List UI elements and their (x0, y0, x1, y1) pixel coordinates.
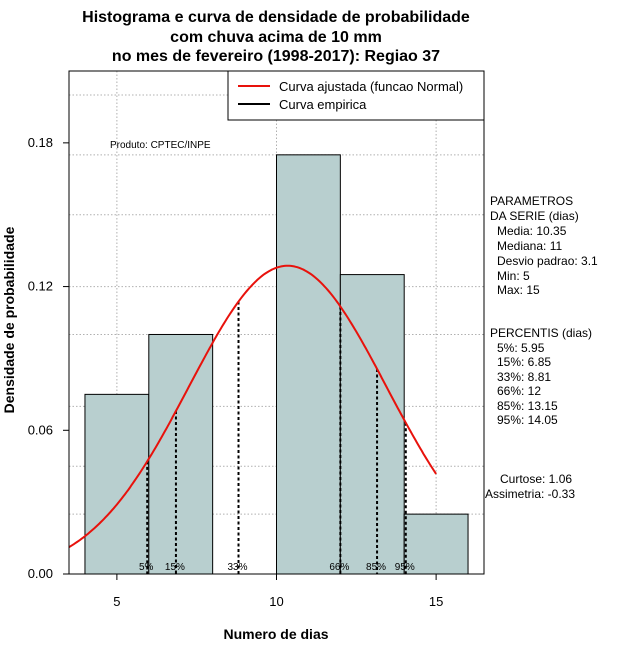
param-line: DA SERIE (dias) (490, 209, 579, 223)
percentile-line: 85%: 13.15 (497, 399, 558, 413)
percentile-label-95%: 95% (395, 562, 415, 573)
x-tick-label-0: 5 (113, 594, 120, 609)
percentile-label-5%: 5% (139, 562, 154, 573)
y-tick-label-3: 0.18 (28, 135, 53, 150)
chart-title-line-2: com chuva acima de 10 mm (170, 29, 382, 46)
y-axis-label: Densidade de probabilidade (1, 226, 17, 413)
source-annotation: Produto: CPTEC/INPE (110, 140, 211, 151)
param-line: Min: 5 (497, 269, 530, 283)
percentile-line: PERCENTIS (dias) (490, 326, 592, 340)
x-tick-label-1: 10 (269, 594, 283, 609)
param-line: PARAMETROS (490, 194, 573, 208)
legend-label-normal: Curva ajustada (funcao Normal) (279, 79, 463, 94)
percentile-line: 95%: 14.05 (497, 413, 558, 427)
histogram-bars (84, 154, 469, 575)
percentile-line: 15%: 6.85 (497, 355, 551, 369)
percentile-lines (146, 301, 407, 574)
percentile-label-33%: 33% (228, 562, 248, 573)
percentile-line: 33%: 8.81 (497, 370, 551, 384)
normal-curve-layer (68, 264, 437, 549)
x-tick-label-2: 15 (429, 594, 443, 609)
legend-label-empirical: Curva empirica (279, 97, 367, 112)
percentile-labels: 5% 15% 33% 66% 85% 95% (139, 562, 415, 573)
shape-stats-panel: Curtose: 1.06 Assimetria: -0.33 (485, 472, 575, 501)
x-axis-label: Numero de dias (223, 626, 328, 642)
histogram-bar-0 (84, 393, 150, 575)
y-tick-label-1: 0.06 (28, 422, 53, 437)
legend: Curva ajustada (funcao Normal) Curva emp… (227, 70, 485, 121)
percentiles-panel: PERCENTIS (dias) 5%: 5.95 15%: 6.85 33%:… (490, 326, 592, 427)
param-line: Media: 10.35 (497, 224, 567, 238)
chart-title-line-1: Histograma e curva de densidade de proba… (82, 9, 470, 26)
kurtosis-text: Curtose: 1.06 (500, 472, 572, 486)
skewness-text: Assimetria: -0.33 (485, 487, 575, 501)
y-tick-label-0: 0.00 (28, 566, 53, 581)
param-line: Max: 15 (497, 283, 540, 297)
percentile-label-66%: 66% (329, 562, 349, 573)
histogram-bar-1 (148, 333, 214, 575)
axes: 5 10 15 0.00 0.06 0.12 0.18 (28, 135, 444, 609)
percentile-line: 66%: 12 (497, 384, 541, 398)
normal-curve (68, 264, 437, 549)
y-tick-label-2: 0.12 (28, 279, 53, 294)
percentile-label-85%: 85% (366, 562, 386, 573)
chart-title-line-3: no mes de fevereiro (1998-2017): Regiao … (112, 48, 440, 65)
parameters-panel: PARAMETROS DA SERIE (dias) Media: 10.35 … (490, 194, 598, 297)
param-line: Mediana: 11 (497, 239, 562, 253)
param-line: Desvio padrao: 3.1 (497, 254, 598, 268)
percentile-label-15%: 15% (165, 562, 185, 573)
percentile-line: 5%: 5.95 (497, 341, 545, 355)
histogram-bar-3 (276, 154, 341, 575)
chart-titles: Histograma e curva de densidade de proba… (82, 9, 470, 65)
legend-box (227, 70, 485, 121)
